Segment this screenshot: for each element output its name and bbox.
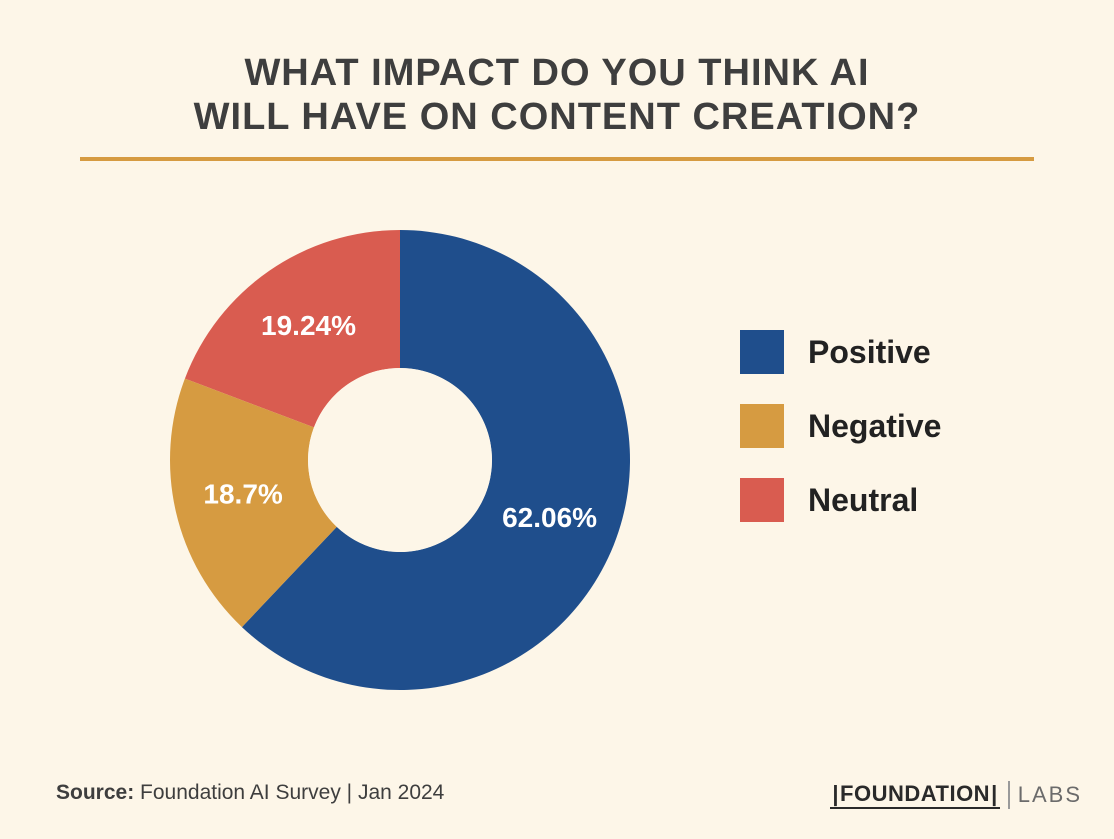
source-prefix: Source:	[56, 781, 134, 804]
brand-suffix: LABS	[1018, 782, 1082, 808]
source-line: Source: Foundation AI Survey | Jan 2024	[56, 781, 444, 805]
title-line-2: WILL HAVE ON CONTENT CREATION?	[0, 96, 1114, 140]
legend-swatch	[740, 478, 784, 522]
legend-label: Positive	[808, 334, 931, 371]
legend: Positive Negative Neutral	[740, 330, 941, 552]
slice-label-negative: 18.7%	[203, 478, 282, 509]
donut-chart: 62.06% 19.24% 18.7%	[150, 210, 650, 710]
slice-label-positive: 62.06%	[502, 502, 597, 533]
title-line-1: WHAT IMPACT DO YOU THINK AI	[0, 52, 1114, 96]
chart-title: WHAT IMPACT DO YOU THINK AI WILL HAVE ON…	[0, 0, 1114, 161]
brand-separator	[1008, 781, 1010, 809]
legend-label: Neutral	[808, 482, 918, 519]
brand-logo: FOUNDATION LABS	[830, 781, 1082, 809]
legend-item-positive: Positive	[740, 330, 941, 374]
source-text: Foundation AI Survey | Jan 2024	[140, 781, 444, 804]
legend-swatch	[740, 404, 784, 448]
legend-item-negative: Negative	[740, 404, 941, 448]
title-rule	[80, 157, 1034, 161]
legend-item-neutral: Neutral	[740, 478, 941, 522]
donut-hole	[308, 368, 492, 552]
slice-label-neutral: 19.24%	[261, 310, 356, 341]
brand-name: FOUNDATION	[830, 781, 999, 809]
legend-label: Negative	[808, 408, 941, 445]
legend-swatch	[740, 330, 784, 374]
